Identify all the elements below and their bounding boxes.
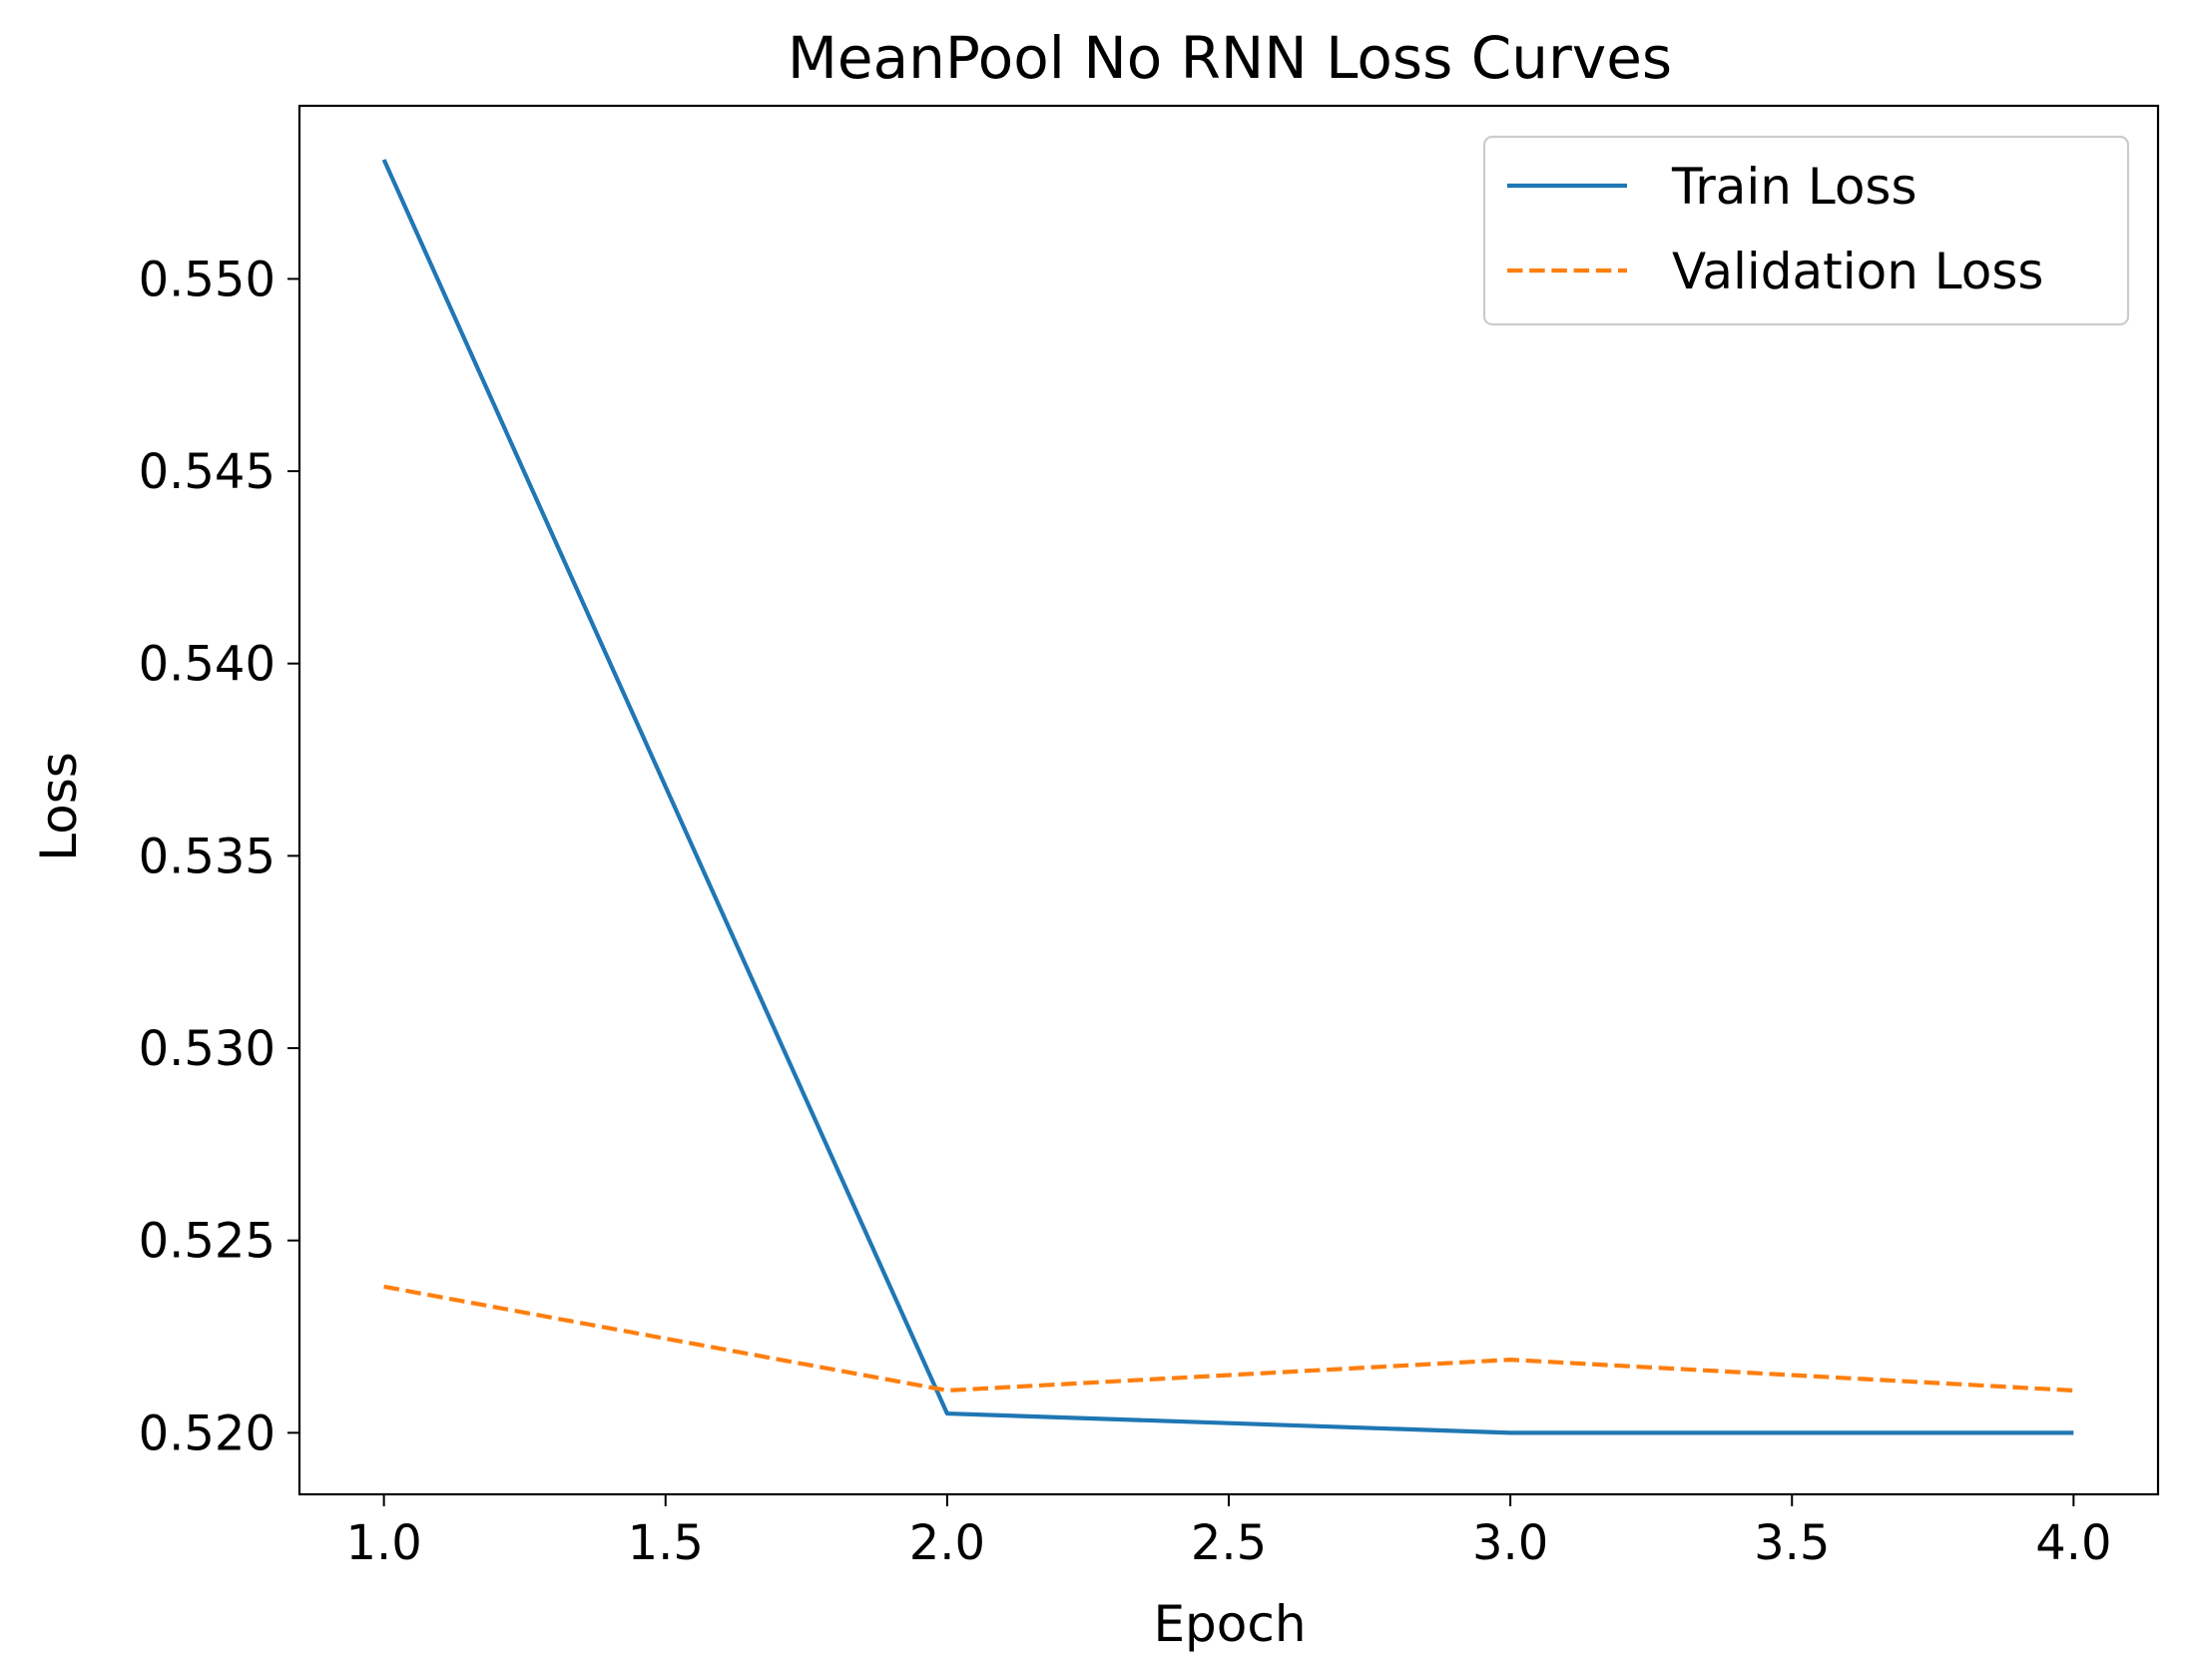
y-tick-label: 0.525 (139, 1214, 275, 1270)
x-tick-label: 4.0 (2035, 1515, 2111, 1571)
x-tick-label: 3.5 (1754, 1515, 1830, 1571)
x-tick-label: 1.5 (628, 1515, 704, 1571)
y-tick-label: 0.540 (139, 637, 275, 693)
x-tick-label: 2.0 (909, 1515, 985, 1571)
chart-title: MeanPool No RNN Loss Curves (788, 24, 1672, 92)
x-tick-label: 3.0 (1472, 1515, 1548, 1571)
y-tick-label: 0.535 (139, 829, 275, 884)
y-tick-label: 0.530 (139, 1021, 275, 1077)
plot-area: 1.0 1.5 2.0 2.5 3.0 3.5 4.0 0.520 0.525 0.530 0.53… (139, 104, 2160, 1571)
y-tick-label: 0.550 (139, 252, 275, 307)
series-line-validation-loss (383, 1284, 2074, 1394)
y-tick-label: 0.520 (139, 1405, 275, 1461)
legend-label-validation-loss: Validation Loss (1672, 243, 2043, 300)
legend-label-train-loss: Train Loss (1671, 158, 1917, 216)
legend-box (1482, 135, 2130, 326)
x-tick-label: 1.0 (345, 1515, 421, 1571)
y-axis-label: Loss (30, 752, 88, 861)
x-axis-label: Epoch (1153, 1595, 1306, 1653)
x-tick-label: 2.5 (1191, 1515, 1267, 1571)
y-tick-label: 0.545 (139, 444, 275, 500)
series-line-train-loss (381, 159, 2074, 1435)
legend: Train Loss Validation Loss (1482, 135, 2130, 326)
